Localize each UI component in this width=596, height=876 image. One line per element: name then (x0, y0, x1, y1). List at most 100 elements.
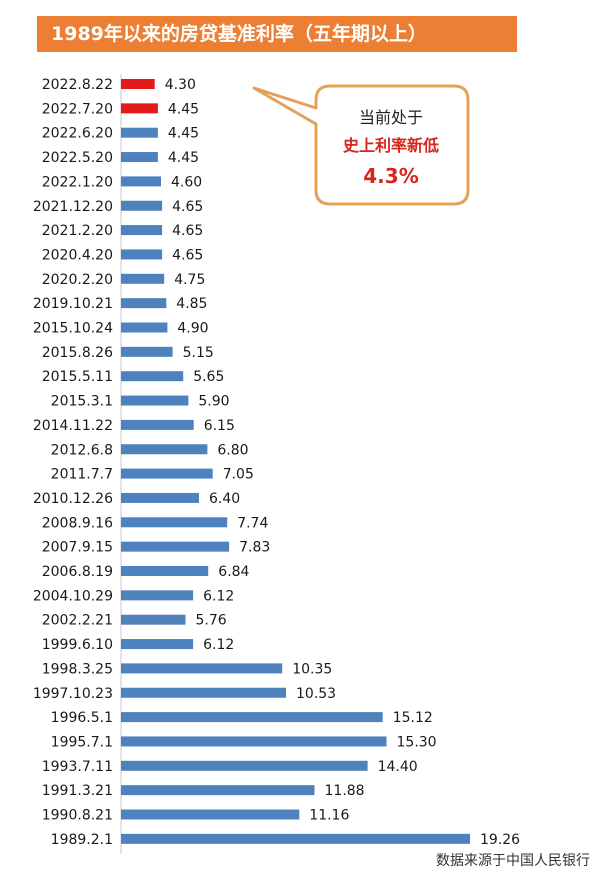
category-label: 2015.8.26 (42, 345, 113, 361)
value-label: 10.35 (292, 661, 332, 677)
category-label: 1996.5.1 (51, 710, 113, 726)
category-label: 2022.6.20 (42, 126, 113, 142)
bar (121, 760, 368, 771)
category-label: 2004.10.29 (33, 588, 113, 604)
bar (121, 809, 300, 820)
value-label: 7.74 (237, 515, 268, 531)
bar (121, 444, 208, 455)
value-label: 4.75 (174, 272, 205, 288)
bar (121, 468, 213, 479)
callout-bubble (252, 84, 470, 206)
bar (121, 371, 184, 382)
value-label: 4.85 (176, 296, 207, 312)
value-label: 4.65 (172, 247, 203, 263)
category-label: 1999.6.10 (42, 637, 113, 653)
category-label: 2002.2.21 (42, 613, 113, 629)
bar (121, 127, 158, 138)
value-label: 11.88 (325, 783, 365, 799)
bar (121, 566, 209, 576)
callout-line-2: 史上利率新低 (342, 136, 439, 155)
value-label: 11.16 (309, 808, 349, 824)
category-label: 2015.3.1 (51, 394, 113, 410)
bar (121, 200, 163, 211)
bar (121, 614, 186, 625)
category-label: 2008.9.16 (42, 515, 113, 531)
callout-shape (252, 84, 470, 206)
category-label: 1997.10.23 (33, 686, 113, 702)
callout-line-1: 当前处于 (358, 108, 423, 127)
category-label: 1998.3.25 (42, 661, 113, 677)
bar (121, 687, 286, 698)
bar (121, 517, 228, 528)
category-label: 2012.6.8 (51, 442, 113, 458)
value-label: 15.30 (397, 734, 437, 750)
value-label: 6.12 (203, 588, 234, 604)
bar (121, 346, 173, 357)
value-label: 15.12 (393, 710, 433, 726)
value-label: 4.90 (177, 321, 208, 337)
bar (121, 590, 194, 601)
value-label: 14.40 (378, 759, 418, 775)
value-label: 6.40 (209, 491, 240, 507)
chart-title: 1989年以来的房贷基准利率（五年期以上） (37, 16, 517, 52)
source-note: 数据来源于中国人民银行 (436, 853, 590, 869)
value-label: 4.45 (168, 150, 199, 166)
category-label: 1995.7.1 (51, 734, 113, 750)
category-label: 2022.8.22 (42, 77, 113, 93)
category-label: 2022.7.20 (42, 101, 113, 117)
bar (121, 298, 167, 309)
bar (121, 152, 158, 163)
bar (121, 712, 383, 723)
value-label: 10.53 (296, 686, 336, 702)
category-label: 2010.12.26 (33, 491, 113, 507)
bar (121, 419, 194, 430)
category-label: 2020.2.20 (42, 272, 113, 288)
bar (121, 225, 163, 236)
value-label: 4.30 (165, 77, 196, 93)
value-label: 5.90 (198, 394, 229, 410)
value-label: 4.45 (168, 126, 199, 142)
value-label: 5.15 (183, 345, 214, 361)
category-label: 2006.8.19 (42, 564, 113, 580)
value-label: 5.65 (193, 369, 224, 385)
bar (121, 176, 161, 187)
bar (121, 492, 199, 503)
value-label: 7.83 (239, 540, 270, 556)
value-label: 6.15 (204, 418, 235, 434)
bar (121, 322, 168, 333)
bar (121, 639, 194, 650)
value-label: 6.84 (218, 564, 249, 580)
value-label: 6.80 (217, 442, 248, 458)
category-label: 1991.3.21 (42, 783, 113, 799)
bar (121, 249, 163, 260)
bar (121, 395, 189, 406)
category-label: 2022.1.20 (42, 174, 113, 190)
value-label: 4.60 (171, 174, 202, 190)
category-label: 2019.10.21 (33, 296, 113, 312)
bar (121, 785, 315, 796)
category-label: 2007.9.15 (42, 540, 113, 556)
bar-highlighted (121, 103, 158, 114)
bar (121, 541, 230, 552)
bar (121, 663, 283, 674)
bar (121, 736, 387, 747)
value-label: 4.65 (172, 199, 203, 215)
category-label: 2014.11.22 (33, 418, 113, 434)
callout-line-3: 4.3% (363, 164, 419, 188)
category-label: 1993.7.11 (42, 759, 113, 775)
value-label: 4.65 (172, 223, 203, 239)
bar (121, 273, 165, 284)
category-label: 2022.5.20 (42, 150, 113, 166)
category-label: 1989.2.1 (51, 832, 113, 848)
bars-group: 2022.8.22 4.30 2022.7.20 4.45 2022.6.20 4.45 2… (33, 77, 520, 848)
value-label: 5.76 (196, 613, 227, 629)
value-label: 6.12 (203, 637, 234, 653)
category-label: 2021.2.20 (42, 223, 113, 239)
category-label: 1990.8.21 (42, 808, 113, 824)
value-label: 19.26 (480, 832, 520, 848)
bar-highlighted (121, 79, 155, 89)
category-label: 2021.12.20 (33, 199, 113, 215)
bar (121, 833, 470, 844)
category-label: 2015.5.11 (42, 369, 113, 385)
